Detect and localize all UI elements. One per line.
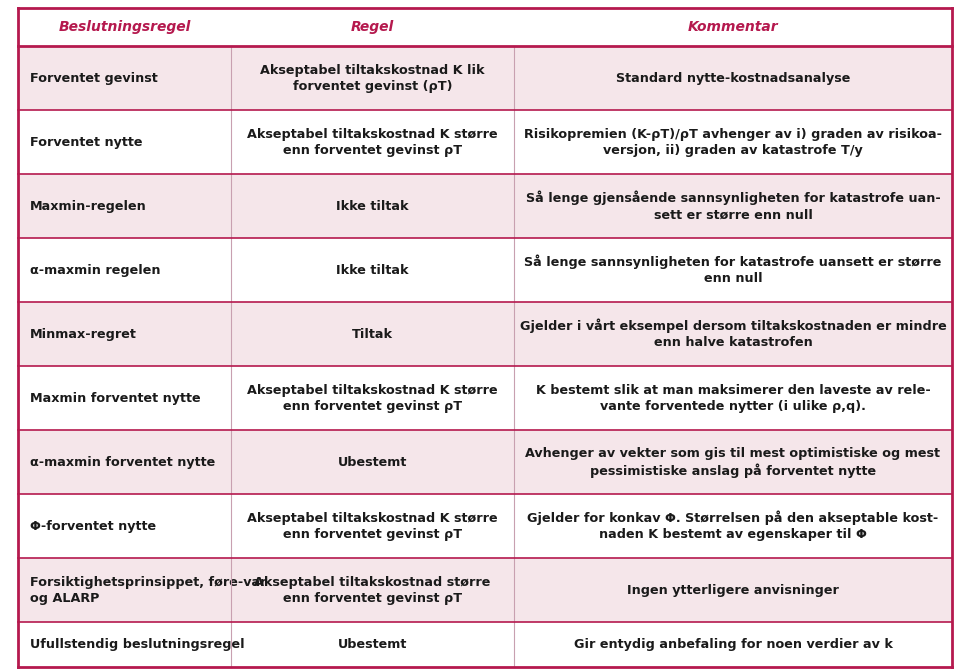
Bar [18, 302, 952, 366]
Text: Standard nytte-kostnadsanalyse: Standard nytte-kostnadsanalyse [616, 71, 850, 85]
Text: Forventet nytte: Forventet nytte [30, 136, 143, 149]
Text: Så lenge gjensående sannsynligheten for katastrofe uan-
sett er større enn null: Så lenge gjensående sannsynligheten for … [525, 191, 940, 221]
Bar [18, 430, 952, 494]
Bar [18, 366, 952, 430]
Text: Φ-forventet nytte: Φ-forventet nytte [30, 519, 156, 533]
Text: Forventet gevinst: Forventet gevinst [30, 71, 158, 85]
Bar [18, 174, 952, 238]
Text: Gir entydig anbefaling for noen verdier av k: Gir entydig anbefaling for noen verdier … [574, 638, 893, 651]
Text: Kommentar: Kommentar [687, 20, 778, 34]
Text: Akseptabel tiltakskostnad større
enn forventet gevinst ρT: Akseptabel tiltakskostnad større enn for… [254, 576, 491, 605]
Text: Avhenger av vekter som gis til mest optimistiske og mest
pessimistiske anslag på: Avhenger av vekter som gis til mest opti… [525, 447, 941, 478]
Text: Beslutningsregel: Beslutningsregel [58, 20, 191, 34]
Bar [18, 558, 952, 622]
Text: Ikke tiltak: Ikke tiltak [336, 200, 409, 212]
Text: Akseptabel tiltakskostnad K større
enn forventet gevinst ρT: Akseptabel tiltakskostnad K større enn f… [247, 384, 497, 413]
Text: K bestemt slik at man maksimerer den laveste av rele-
vante forventede nytter (i: K bestemt slik at man maksimerer den lav… [536, 384, 930, 413]
Text: Ikke tiltak: Ikke tiltak [336, 263, 409, 277]
Text: Akseptabel tiltakskostnad K større
enn forventet gevinst ρT: Akseptabel tiltakskostnad K større enn f… [247, 511, 497, 540]
Text: Ingen ytterligere anvisninger: Ingen ytterligere anvisninger [627, 583, 839, 597]
Text: α-maxmin forventet nytte: α-maxmin forventet nytte [30, 456, 215, 468]
Text: Ubestemt: Ubestemt [337, 456, 407, 468]
Bar [18, 8, 952, 46]
Text: Maxmin-regelen: Maxmin-regelen [30, 200, 147, 212]
Text: Ubestemt: Ubestemt [337, 638, 407, 651]
Bar [18, 494, 952, 558]
Text: α-maxmin regelen: α-maxmin regelen [30, 263, 160, 277]
Text: Gjelder i vårt eksempel dersom tiltakskostnaden er mindre
enn halve katastrofen: Gjelder i vårt eksempel dersom tiltaksko… [520, 319, 947, 349]
Text: Ufullstendig beslutningsregel: Ufullstendig beslutningsregel [30, 638, 245, 651]
Text: Tiltak: Tiltak [352, 327, 393, 341]
Text: Maxmin forventet nytte: Maxmin forventet nytte [30, 392, 201, 405]
Text: Så lenge sannsynligheten for katastrofe uansett er større
enn null: Så lenge sannsynligheten for katastrofe … [524, 255, 942, 286]
Text: Minmax-regret: Minmax-regret [30, 327, 137, 341]
Bar [18, 238, 952, 302]
Text: Forsiktighetsprinsippet, føre-var
og ALARP: Forsiktighetsprinsippet, føre-var og ALA… [30, 576, 266, 605]
Text: Regel: Regel [351, 20, 394, 34]
Text: Risikopremien (K-ρT)/ρT avhenger av i) graden av risikoa-
versjon, ii) graden av: Risikopremien (K-ρT)/ρT avhenger av i) g… [524, 128, 942, 157]
Text: Gjelder for konkav Φ. Størrelsen på den akseptable kost-
naden K bestemt av egen: Gjelder for konkav Φ. Størrelsen på den … [527, 511, 939, 542]
Bar [18, 110, 952, 174]
Bar [18, 622, 952, 667]
Text: Akseptabel tiltakskostnad K lik
forventet gevinst (ρT): Akseptabel tiltakskostnad K lik forvente… [260, 64, 485, 93]
Text: Akseptabel tiltakskostnad K større
enn forventet gevinst ρT: Akseptabel tiltakskostnad K større enn f… [247, 128, 497, 157]
Bar [18, 46, 952, 110]
